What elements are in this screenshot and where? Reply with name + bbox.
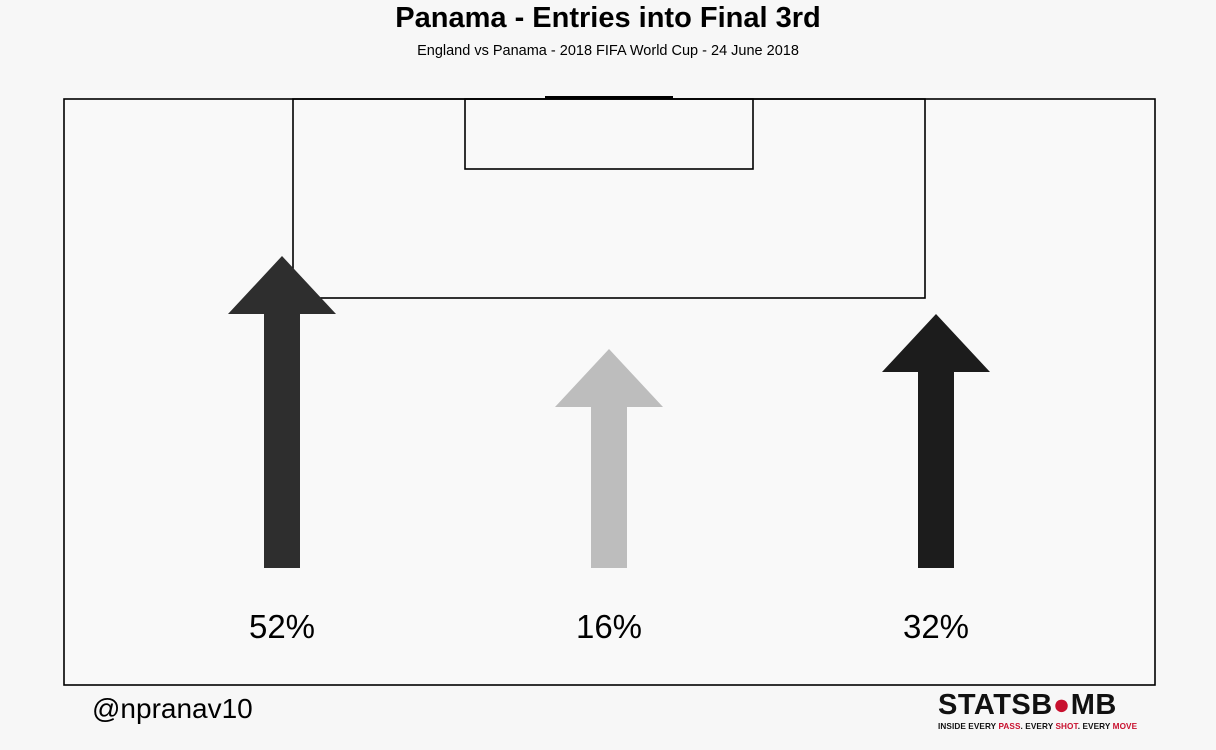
pct-label-left: 52% (248, 608, 316, 645)
arrow-right (882, 314, 990, 568)
arrow-group (228, 256, 990, 568)
chart-title: Panama - Entries into Final 3rd (395, 2, 821, 34)
statsbomb-logo: STATSB●MB INSIDE EVERY PASS. EVERY SHOT.… (938, 689, 1138, 731)
logo-ball-icon: ● (1052, 689, 1071, 721)
author-handle: @npranav10 (92, 693, 253, 724)
pct-label-right: 32% (902, 608, 970, 645)
pct-label-centre: 16% (575, 608, 643, 645)
arrow-centre (555, 349, 663, 568)
chart-subtitle: England vs Panama - 2018 FIFA World Cup … (417, 43, 799, 59)
arrow-left (228, 256, 336, 568)
